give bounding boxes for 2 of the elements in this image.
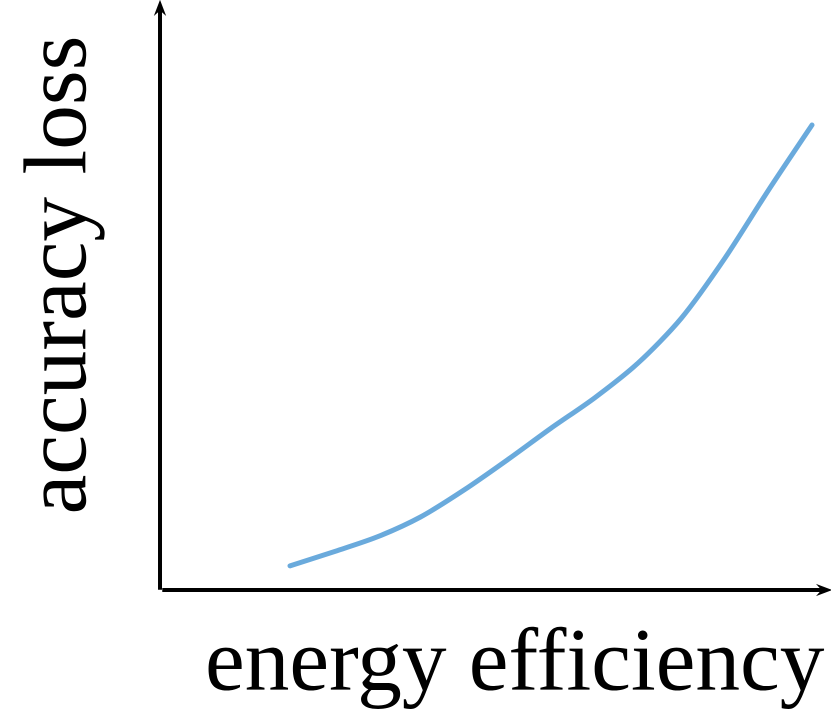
x-axis-title: energy efficiency: [208, 626, 824, 709]
y-axis-title: accuracy loss: [23, 38, 105, 512]
